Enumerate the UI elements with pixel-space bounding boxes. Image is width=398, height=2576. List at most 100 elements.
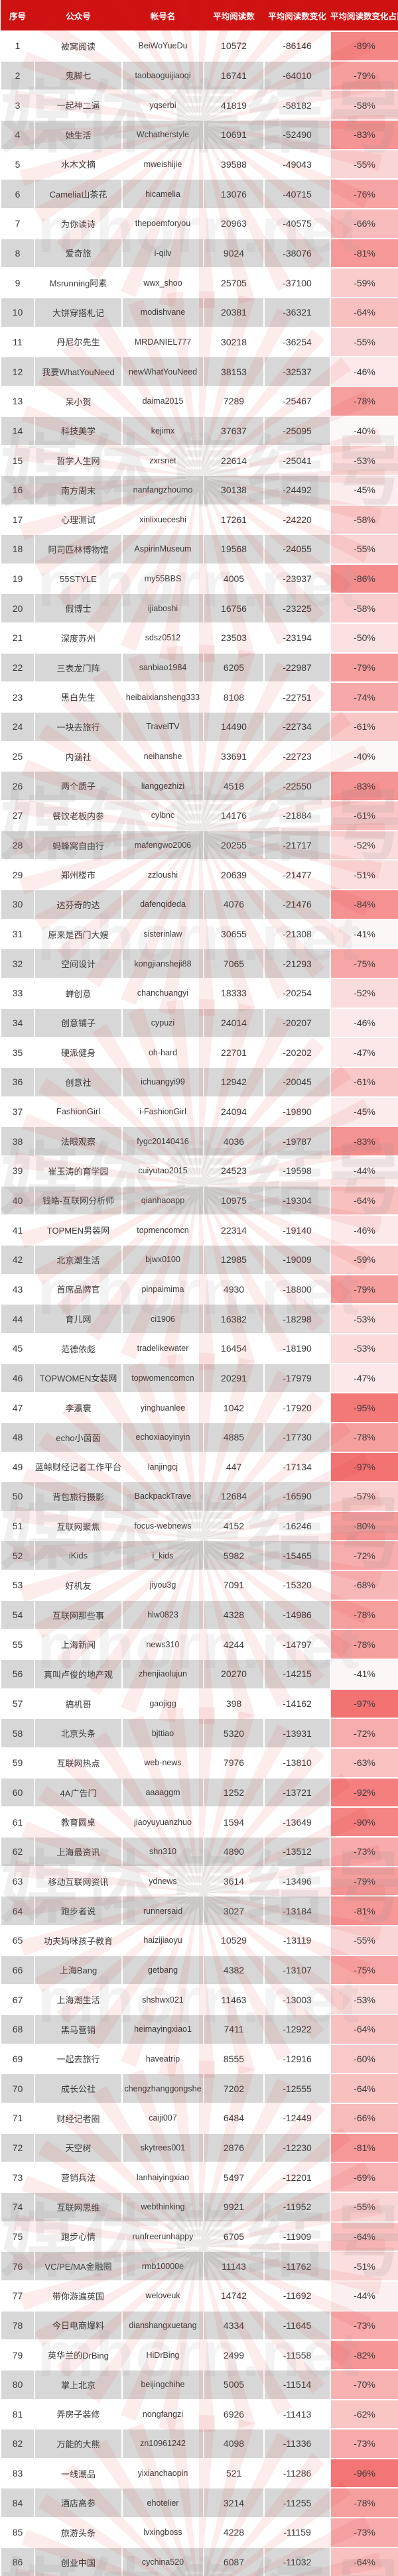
cell-rank: 5 xyxy=(0,148,35,180)
cell-rank: 76 xyxy=(0,2251,35,2282)
cell-wechat-id: haveatrip xyxy=(121,2043,204,2075)
cell-change-pct: -73% xyxy=(330,1836,398,1867)
table-row: 18 阿司匹林博物馆 AspirinMuseum 19568 -24055 -55% xyxy=(0,534,398,565)
cell-avg-reads: 7411 xyxy=(203,2013,265,2045)
cell-account-name: 黑马营销 xyxy=(34,2013,123,2045)
cell-change-pct: -52% xyxy=(330,829,398,861)
cell-avg-reads: 1594 xyxy=(203,1806,265,1838)
cell-change-pct: -72% xyxy=(330,1540,398,1572)
cell-account-name: 深度苏州 xyxy=(34,622,123,654)
cell-wechat-id: MRDANIEL777 xyxy=(121,326,204,358)
cell-avg-reads: 20291 xyxy=(203,1362,265,1394)
cell-change-pct: -97% xyxy=(330,1451,398,1483)
cell-rank: 25 xyxy=(0,740,35,772)
cell-avg-reads: 4098 xyxy=(203,2428,265,2459)
table-row: 44 育儿网 ci1906 16382 -18298 -53% xyxy=(0,1303,398,1334)
cell-avg-reads: 19568 xyxy=(203,534,265,565)
cell-change-pct: -80% xyxy=(330,1510,398,1542)
cell-reads-change: -14986 xyxy=(263,1599,331,1631)
cell-rank: 47 xyxy=(0,1392,35,1423)
cell-reads-change: -22723 xyxy=(263,740,331,772)
cell-avg-reads: 7091 xyxy=(203,1570,265,1601)
cell-rank: 9 xyxy=(0,267,35,298)
cell-avg-reads: 6926 xyxy=(203,2398,265,2430)
cell-wechat-id: caiji007 xyxy=(121,2102,204,2134)
cell-change-pct: -53% xyxy=(330,1303,398,1334)
cell-rank: 77 xyxy=(0,2280,35,2312)
table-row: 40 钱皓-互联网分析师 qianhaoapp 10975 -19304 -64% xyxy=(0,1185,398,1216)
cell-reads-change: -23937 xyxy=(263,563,331,595)
cell-change-pct: -46% xyxy=(330,1007,398,1039)
cell-change-pct: -83% xyxy=(330,119,398,150)
cell-account-name: 内涵社 xyxy=(34,740,123,772)
cell-avg-reads: 11143 xyxy=(203,2251,265,2282)
cell-reads-change: -13184 xyxy=(263,1895,331,1926)
cell-rank: 52 xyxy=(0,1540,35,1572)
cell-avg-reads: 4382 xyxy=(203,1954,265,1986)
cell-avg-reads: 12985 xyxy=(203,1244,265,1275)
cell-rank: 32 xyxy=(0,948,35,979)
cell-wechat-id: cuiyutao2015 xyxy=(121,1155,204,1187)
cell-reads-change: -22751 xyxy=(263,681,331,713)
cell-avg-reads: 11463 xyxy=(203,1984,265,2015)
table-body: 1 被窝阅读 BeiWoYueDu 10572 -86146 -89% 2 鬼脚七 taobao… xyxy=(0,30,398,2576)
cell-avg-reads: 37637 xyxy=(203,415,265,447)
cell-avg-reads: 41819 xyxy=(203,89,265,121)
table-row: 71 财经记者圈 caiji007 6484 -12449 -66% xyxy=(0,2102,398,2134)
cell-account-name: 蚂蜂窝自由行 xyxy=(34,829,123,861)
cell-change-pct: -58% xyxy=(330,89,398,121)
cell-reads-change: -18190 xyxy=(263,1332,331,1364)
cell-change-pct: -74% xyxy=(330,681,398,713)
table-row: 75 跑步心情 runfreerunhappy 6705 -11909 -64% xyxy=(0,2221,398,2253)
cell-account-name: VC/PE/MA金融圈 xyxy=(34,2251,123,2282)
table-row: 4 她生活 Wchatherstyle 10691 -52490 -83% xyxy=(0,119,398,150)
cell-reads-change: -19890 xyxy=(263,1096,331,1128)
table-row: 26 两个质子 lianggezhizi 4518 -22550 -83% xyxy=(0,770,398,802)
cell-rank: 84 xyxy=(0,2487,35,2519)
table-row: 23 黑白先生 heibaixiansheng333 8108 -22751 -74% xyxy=(0,681,398,713)
cell-avg-reads: 521 xyxy=(203,2457,265,2489)
cell-account-name: 三表龙门阵 xyxy=(34,652,123,683)
cell-change-pct: -83% xyxy=(330,770,398,802)
table-row: 28 蚂蜂窝自由行 mafengwo2006 20255 -21717 -52% xyxy=(0,829,398,861)
table-row: 42 北京潮生活 bjwx0100 12985 -19009 -59% xyxy=(0,1244,398,1275)
cell-account-name: 上海潮生活 xyxy=(34,1984,123,2015)
cell-change-pct: -53% xyxy=(330,1984,398,2015)
cell-avg-reads: 20255 xyxy=(203,829,265,861)
cell-reads-change: -11413 xyxy=(263,2398,331,2430)
cell-account-name: 假博士 xyxy=(34,593,123,624)
cell-avg-reads: 8108 xyxy=(203,681,265,713)
cell-reads-change: -14215 xyxy=(263,1659,331,1690)
table-row: 63 移动互联网资讯 ydnews 3614 -13496 -79% xyxy=(0,1865,398,1897)
cell-wechat-id: runfreerunhappy xyxy=(121,2221,204,2253)
cell-rank: 20 xyxy=(0,593,35,624)
cell-reads-change: -19304 xyxy=(263,1185,331,1216)
cell-rank: 64 xyxy=(0,1895,35,1926)
cell-rank: 48 xyxy=(0,1421,35,1453)
cell-reads-change: -15465 xyxy=(263,1540,331,1572)
table-row: 46 TOPWOMEN女装网 topwomencomcn 20291 -17979 -47… xyxy=(0,1362,398,1394)
cell-change-pct: -64% xyxy=(330,2013,398,2045)
cell-rank: 63 xyxy=(0,1865,35,1897)
table-row: 74 互联网思维 webthinking 9921 -11952 -55% xyxy=(0,2191,398,2223)
cell-wechat-id: focus-webnews xyxy=(121,1510,204,1542)
table-row: 77 带你游遍英国 weloveuk 14742 -11692 -44% xyxy=(0,2280,398,2312)
cell-rank: 18 xyxy=(0,534,35,565)
cell-reads-change: -21477 xyxy=(263,859,331,891)
cell-reads-change: -21884 xyxy=(263,800,331,831)
cell-reads-change: -24492 xyxy=(263,474,331,506)
cell-reads-change: -22734 xyxy=(263,711,331,742)
cell-wechat-id: neihanshe xyxy=(121,740,204,772)
cell-wechat-id: aaaaggm xyxy=(121,1777,204,1808)
cell-change-pct: -73% xyxy=(330,2428,398,2459)
cell-rank: 82 xyxy=(0,2428,35,2459)
cell-account-name: 跑步心情 xyxy=(34,2221,123,2253)
table-row: 73 营销兵法 lanhaiyingxiao 5497 -12201 -69% xyxy=(0,2162,398,2193)
cell-avg-reads: 3614 xyxy=(203,1865,265,1897)
cell-avg-reads: 17261 xyxy=(203,504,265,536)
cell-wechat-id: nongfangzi xyxy=(121,2398,204,2430)
cell-wechat-id: news310 xyxy=(121,1629,204,1661)
cell-reads-change: -12230 xyxy=(263,2132,331,2164)
cell-wechat-id: cychina520 xyxy=(121,2546,204,2576)
cell-wechat-id: HiDrBing xyxy=(121,2339,204,2371)
